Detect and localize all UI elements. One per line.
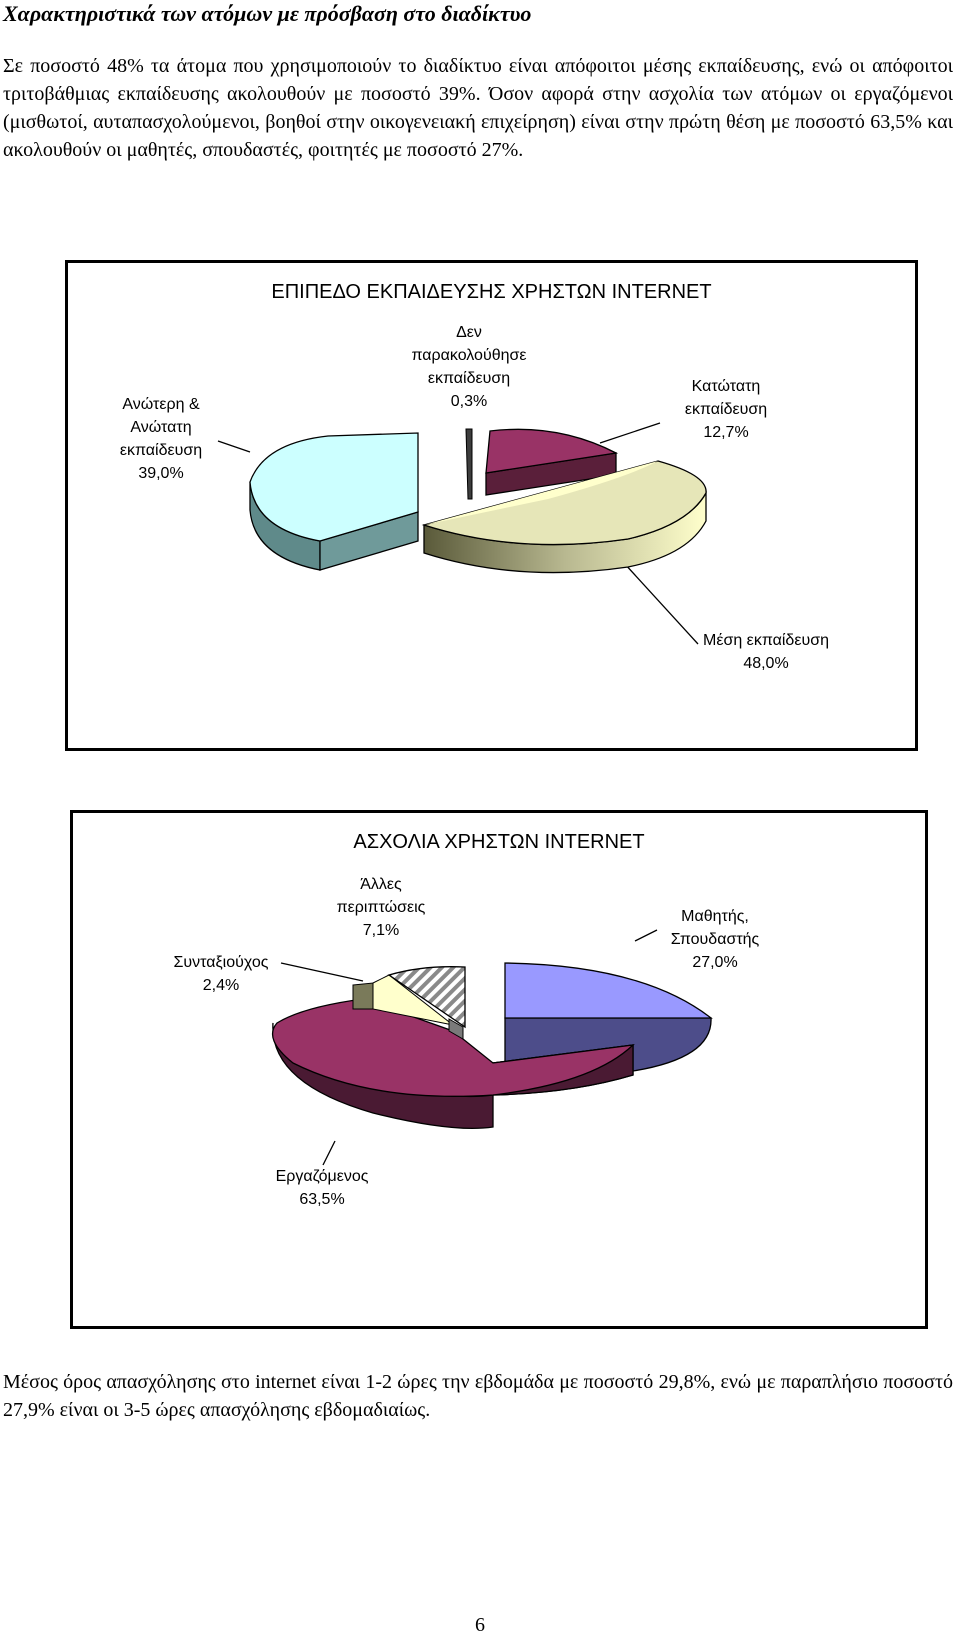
slice-other-top bbox=[387, 966, 466, 1029]
occupation-chart-title: ΑΣΧΟΛΙΑ ΧΡΗΣΤΩΝ INTERNET bbox=[353, 831, 645, 853]
slice-other-side bbox=[448, 1018, 464, 1040]
label-pensioner: Συνταξιούχος 2,4% bbox=[173, 954, 269, 994]
label-lower-education: Κατώτατη εκπαίδευση 12,7% bbox=[684, 378, 768, 441]
slice-secondary-education-top bbox=[421, 460, 707, 546]
leader-line-pensioner bbox=[280, 962, 364, 982]
education-chart-frame: ΕΠΙΠΕΔΟ ΕΚΠΑΙΔΕΥΣΗΣ ΧΡΗΣΤΩΝ INTERNET Ανώ… bbox=[65, 260, 918, 751]
label-secondary-education: Μέση εκπαίδευση 48,0% bbox=[703, 632, 829, 672]
label-other: Άλλες περιπτώσεις 7,1% bbox=[336, 876, 426, 939]
slice-no-education bbox=[465, 428, 473, 500]
slice-higher-education-top bbox=[249, 432, 419, 542]
page-heading: Χαρακτηριστικά των ατόμων με πρόσβαση στ… bbox=[3, 1, 532, 26]
education-chart-title: ΕΠΙΠΕΔΟ ΕΚΠΑΙΔΕΥΣΗΣ ΧΡΗΣΤΩΝ INTERNET bbox=[271, 281, 712, 303]
leader-line-lower-education bbox=[599, 422, 661, 444]
slice-pensioner-side bbox=[352, 982, 374, 1010]
label-students: Μαθητής, Σπουδαστής 27,0% bbox=[670, 908, 760, 971]
leader-line-secondary-education bbox=[623, 562, 699, 645]
slice-lower-education-top bbox=[485, 428, 619, 474]
intro-paragraph: Σε ποσοστό 48% τα άτομα που χρησιμοποιού… bbox=[3, 55, 953, 161]
label-higher-education: Ανώτερη & Ανώτατη εκπαίδευση 39,0% bbox=[119, 396, 203, 482]
leader-line-higher-education bbox=[217, 440, 251, 453]
leader-line-employed bbox=[322, 1140, 336, 1166]
slice-employed-top bbox=[272, 998, 635, 1097]
occupation-chart-frame: ΑΣΧΟΛΙΑ ΧΡΗΣΤΩΝ INTERNET Συνταξιούχος 2,… bbox=[70, 810, 928, 1329]
slice-students-top bbox=[504, 962, 713, 1019]
occupation-pie-svg bbox=[272, 929, 713, 1166]
page-number: 6 bbox=[475, 1614, 485, 1636]
label-employed: Εργαζόμενος 63,5% bbox=[275, 1168, 369, 1208]
leader-line-students bbox=[634, 929, 658, 942]
education-pie-svg bbox=[217, 422, 707, 645]
closing-paragraph: Μέσος όρος απασχόλησης στο internet είνα… bbox=[3, 1371, 953, 1421]
label-no-education: Δεν παρακολούθησε εκπαίδευση 0,3% bbox=[411, 324, 527, 410]
